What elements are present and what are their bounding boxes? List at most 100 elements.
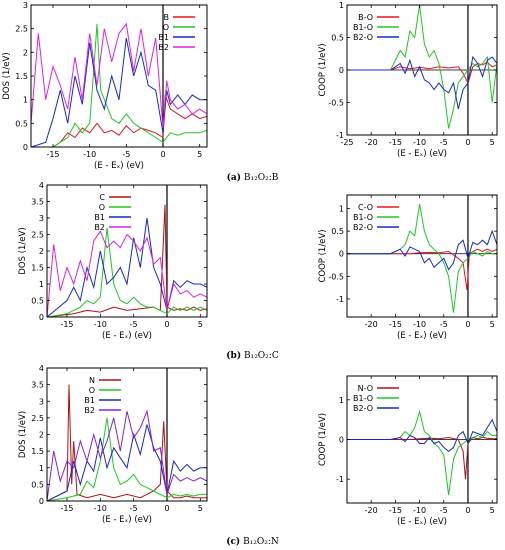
series-line-o — [47, 417, 207, 501]
series-line-b1 — [31, 38, 207, 147]
y-tick-label: 1 — [339, 1, 344, 10]
x-axis-label: (E - Eₓ) (eV) — [94, 161, 144, 171]
caption-c: (c) B₁₂O₂:N — [0, 537, 505, 547]
y-tick-label: -1 — [336, 295, 344, 304]
x-tick-label: -20 — [365, 138, 378, 147]
x-tick-label: 5 — [197, 150, 202, 159]
series-line-n-o — [347, 436, 497, 480]
x-tick-label: -5 — [440, 320, 448, 329]
x-tick-label: 0 — [465, 506, 470, 515]
caption-c-tag: (c) — [226, 537, 241, 547]
y-tick-label: -0.5 — [328, 99, 344, 108]
y-axis-label: DOS (1/eV) — [18, 411, 28, 458]
series-line-b1 — [47, 217, 207, 317]
caption-a-tag: (a) — [226, 173, 241, 183]
plot-frame — [46, 184, 208, 318]
caption-a: (a) B₁₂O₂:B — [0, 173, 505, 183]
y-tick-label: 4 — [39, 364, 44, 373]
y-tick-label: 1 — [339, 205, 344, 214]
series-line-n — [47, 384, 207, 501]
caption-b-text: B₁₂O₂:C — [243, 351, 279, 361]
x-tick-label: -10 — [413, 138, 426, 147]
x-tick-label: 0 — [465, 138, 470, 147]
legend-label-b2: B2 — [158, 43, 169, 52]
x-tick-label: -5 — [440, 138, 448, 147]
legend-label-c: C — [99, 193, 105, 202]
x-axis-label: (E - Eₓ) (eV) — [397, 517, 447, 527]
y-tick-label: 0.5 — [331, 34, 344, 43]
series-line-b1-o — [347, 203, 497, 313]
x-tick-label: -10 — [413, 320, 426, 329]
x-axis-label: (E - Eₓ) (eV) — [397, 149, 447, 159]
y-tick-label: 0 — [339, 250, 344, 259]
x-tick-label: -15 — [46, 150, 59, 159]
y-tick-label: 2.5 — [31, 414, 44, 423]
legend-label-b: B — [164, 13, 170, 22]
series-line-b — [31, 94, 207, 147]
y-tick-label: 2 — [39, 431, 44, 440]
series-line-b2 — [47, 230, 207, 317]
y-tick-label: 4 — [39, 181, 44, 190]
x-tick-label: 5 — [490, 138, 495, 147]
y-tick-label: 0 — [39, 497, 44, 506]
y-tick-label: 0.5 — [31, 480, 44, 489]
series-line-b2-o — [347, 55, 497, 110]
legend-label-n: N — [89, 376, 95, 385]
y-tick-label: 0 — [339, 436, 344, 445]
x-tick-label: -15 — [60, 320, 73, 329]
legend-label-n-o: N-O — [358, 384, 373, 393]
x-tick-label: -5 — [122, 150, 130, 159]
series-line-b1 — [47, 424, 207, 501]
x-tick-label: -20 — [365, 506, 378, 515]
y-tick-label: 2 — [39, 247, 44, 256]
x-tick-label: -15 — [60, 504, 73, 513]
plot-a-coop: -25 -20 -15 -10 -5 0 5 -1 -0.5 0 0.5 1 (E - Eₓ) (eV)… — [318, 1, 498, 159]
x-axis-label: (E - Eₓ) (eV) — [102, 515, 152, 525]
y-tick-label: 1.5 — [15, 72, 28, 81]
y-tick-label: 2 — [23, 48, 28, 57]
legend-label-b1-o: B1-O — [353, 213, 373, 222]
x-tick-label: -10 — [94, 504, 107, 513]
legend-label-b1-o: B1-O — [353, 394, 373, 403]
caption-b-tag: (b) — [226, 351, 242, 361]
x-tick-label: -10 — [83, 150, 96, 159]
legend-label-b2-o: B2-O — [353, 404, 373, 413]
series-line-b2-o — [347, 229, 497, 271]
x-tick-label: -15 — [389, 138, 402, 147]
y-tick-label: 0.5 — [15, 119, 28, 128]
y-tick-label: 1 — [339, 396, 344, 405]
y-tick-label: 3.5 — [31, 198, 44, 207]
y-tick-label: 3 — [23, 1, 28, 10]
legend-label-b2: B2 — [84, 406, 95, 415]
x-tick-label: -5 — [440, 506, 448, 515]
legend-label-o: O — [89, 386, 95, 395]
plot-b-dos: -15 -10 -5 0 5 0 0.5 1 1.5 2 2.5 3 3.5 4 (E - Eₓ) (eV)… — [18, 181, 208, 341]
legend-label-b2-o: B2-O — [353, 33, 373, 42]
x-tick-label: -5 — [130, 504, 138, 513]
y-tick-label: 3.5 — [31, 381, 44, 390]
plot-c-dos: -15 -10 -5 0 5 0 0.5 1 1.5 2 2.5 3 3.5 4 (E - Eₓ) (eV)… — [18, 364, 208, 525]
y-tick-label: -1 — [336, 131, 344, 140]
x-tick-label: -20 — [365, 320, 378, 329]
legend-label-b1: B1 — [84, 396, 95, 405]
caption-a-text: B₁₂O₂:B — [243, 173, 279, 183]
x-tick-label: -5 — [130, 320, 138, 329]
y-tick-label: 1 — [39, 280, 44, 289]
y-tick-label: 1 — [23, 96, 28, 105]
plot-b-coop: -20 -15 -10 -5 0 5 -1 -0.5 0 0.5 1 (E - Eₓ) (eV) COO… — [318, 194, 498, 341]
x-tick-label: 5 — [490, 320, 495, 329]
y-tick-label: 0 — [23, 143, 28, 152]
y-tick-label: 0.5 — [331, 227, 344, 236]
legend-label-b2-o: B2-O — [353, 223, 373, 232]
y-tick-label: 0 — [39, 313, 44, 322]
y-tick-label: -0.5 — [328, 272, 344, 281]
x-tick-label: 0 — [164, 504, 169, 513]
y-tick-label: 1.5 — [31, 264, 44, 273]
series-line-c-o — [347, 248, 497, 290]
y-tick-label: 2.5 — [31, 231, 44, 240]
legend-label-b1: B1 — [94, 213, 105, 222]
series-line-b2 — [47, 409, 207, 501]
y-tick-label: 1.5 — [31, 447, 44, 456]
x-tick-label: 5 — [198, 504, 203, 513]
plot-frame — [346, 194, 498, 318]
